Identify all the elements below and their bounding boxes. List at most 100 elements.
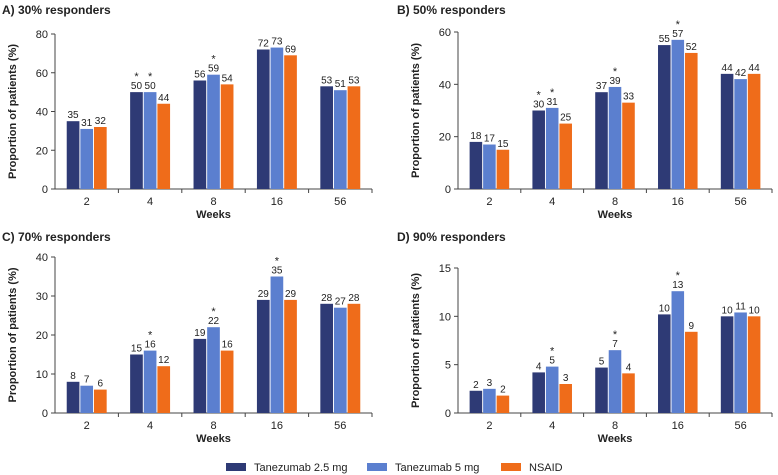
bar <box>734 79 747 189</box>
bar <box>559 384 572 413</box>
bar <box>270 276 284 413</box>
data-label: 15 <box>497 139 509 150</box>
legend-swatch-nsaid <box>501 463 521 471</box>
y-tick-label: 20 <box>36 330 48 342</box>
significance-star: * <box>148 71 153 83</box>
y-tick-label: 0 <box>445 408 451 420</box>
bar <box>93 389 107 413</box>
x-tick-label: 56 <box>334 196 346 208</box>
bar <box>622 102 635 189</box>
data-label: 54 <box>222 73 234 84</box>
data-label: 12 <box>158 355 170 366</box>
data-label: 15 <box>131 344 143 355</box>
data-label: 50 <box>131 81 143 92</box>
panel-title: B) 50% responders <box>397 3 506 17</box>
bar <box>545 366 559 413</box>
x-tick-label: 16 <box>672 196 684 208</box>
x-tick-label: 4 <box>549 196 555 208</box>
y-tick-label: 30 <box>36 291 48 303</box>
bar <box>532 110 545 189</box>
data-label: 25 <box>560 113 572 124</box>
data-label: 4 <box>536 361 542 372</box>
bar <box>333 307 347 413</box>
bar <box>220 350 234 413</box>
x-tick-label: 4 <box>147 420 153 432</box>
y-tick-label: 40 <box>439 79 451 91</box>
significance-star: * <box>537 90 542 102</box>
bar <box>157 366 171 413</box>
chart-panel-3: C) 70% responders Proportion of patients … <box>2 230 373 445</box>
bar <box>207 74 220 189</box>
bar <box>347 86 361 189</box>
data-label: 22 <box>208 316 220 327</box>
y-tick-label: 80 <box>36 29 48 41</box>
data-label: 55 <box>659 34 671 45</box>
y-tick-label: 20 <box>36 145 48 157</box>
y-axis-title: Proportion of patients (%) <box>410 273 422 408</box>
data-label: 7 <box>612 339 618 350</box>
bar <box>559 123 572 189</box>
legend-swatch-tanezumab-5 <box>367 463 387 471</box>
y-tick-label: 20 <box>439 132 451 144</box>
data-label: 50 <box>145 81 157 92</box>
panel-title: D) 90% responders <box>397 230 506 244</box>
y-axis-title: Proportion of patients (%) <box>410 43 422 178</box>
bar <box>80 128 94 189</box>
y-tick-label: 15 <box>439 263 451 275</box>
significance-star: * <box>613 329 618 341</box>
data-label: 19 <box>194 328 206 339</box>
x-tick-label: 16 <box>271 420 283 432</box>
data-label: 32 <box>95 116 107 127</box>
x-tick-label: 8 <box>612 196 618 208</box>
bar <box>734 312 747 413</box>
bar <box>256 299 270 413</box>
data-label: 52 <box>686 42 698 53</box>
bar <box>66 121 80 189</box>
legend-swatch-tanezumab-2-5 <box>226 463 246 471</box>
data-label: 73 <box>271 37 283 48</box>
data-label: 29 <box>285 289 297 300</box>
x-tick-label: 2 <box>486 196 492 208</box>
data-label: 44 <box>722 63 734 74</box>
data-label: 30 <box>533 100 545 111</box>
bar <box>622 373 635 413</box>
panel-title: C) 70% responders <box>2 230 111 244</box>
bar <box>469 141 483 189</box>
bar <box>747 316 761 413</box>
bar <box>671 291 685 413</box>
bar <box>333 90 347 189</box>
x-tick-label: 4 <box>147 196 153 208</box>
data-label: 44 <box>749 63 761 74</box>
bar <box>747 73 761 189</box>
data-label: 33 <box>623 92 635 103</box>
data-label: 39 <box>609 76 621 87</box>
x-tick-label: 8 <box>612 420 618 432</box>
y-tick-label: 10 <box>36 369 48 381</box>
x-tick-label: 56 <box>734 196 746 208</box>
y-tick-label: 60 <box>439 27 451 39</box>
bar <box>469 390 483 413</box>
x-tick-label: 16 <box>271 196 283 208</box>
panel-title: A) 30% responders <box>2 3 111 17</box>
data-label: 53 <box>348 75 360 86</box>
x-tick-label: 16 <box>672 420 684 432</box>
bar <box>157 103 171 189</box>
data-label: 37 <box>596 81 608 92</box>
data-label: 2 <box>473 380 479 391</box>
chart-panel-4: D) 90% responders Proportion of patients … <box>397 230 773 445</box>
y-tick-label: 40 <box>36 107 48 119</box>
y-axis-title: Proportion of patients (%) <box>7 44 19 179</box>
data-label: 35 <box>271 266 283 277</box>
data-label: 6 <box>98 379 104 390</box>
significance-star: * <box>550 346 555 358</box>
x-tick-label: 56 <box>334 420 346 432</box>
data-label: 29 <box>258 289 270 300</box>
data-label: 3 <box>487 378 493 389</box>
significance-star: * <box>134 71 139 83</box>
data-label: 27 <box>335 297 347 308</box>
bar <box>685 331 698 413</box>
data-label: 5 <box>549 356 555 367</box>
y-tick-label: 0 <box>42 408 48 420</box>
x-axis-title: Weeks <box>598 209 633 221</box>
bar <box>545 107 559 189</box>
